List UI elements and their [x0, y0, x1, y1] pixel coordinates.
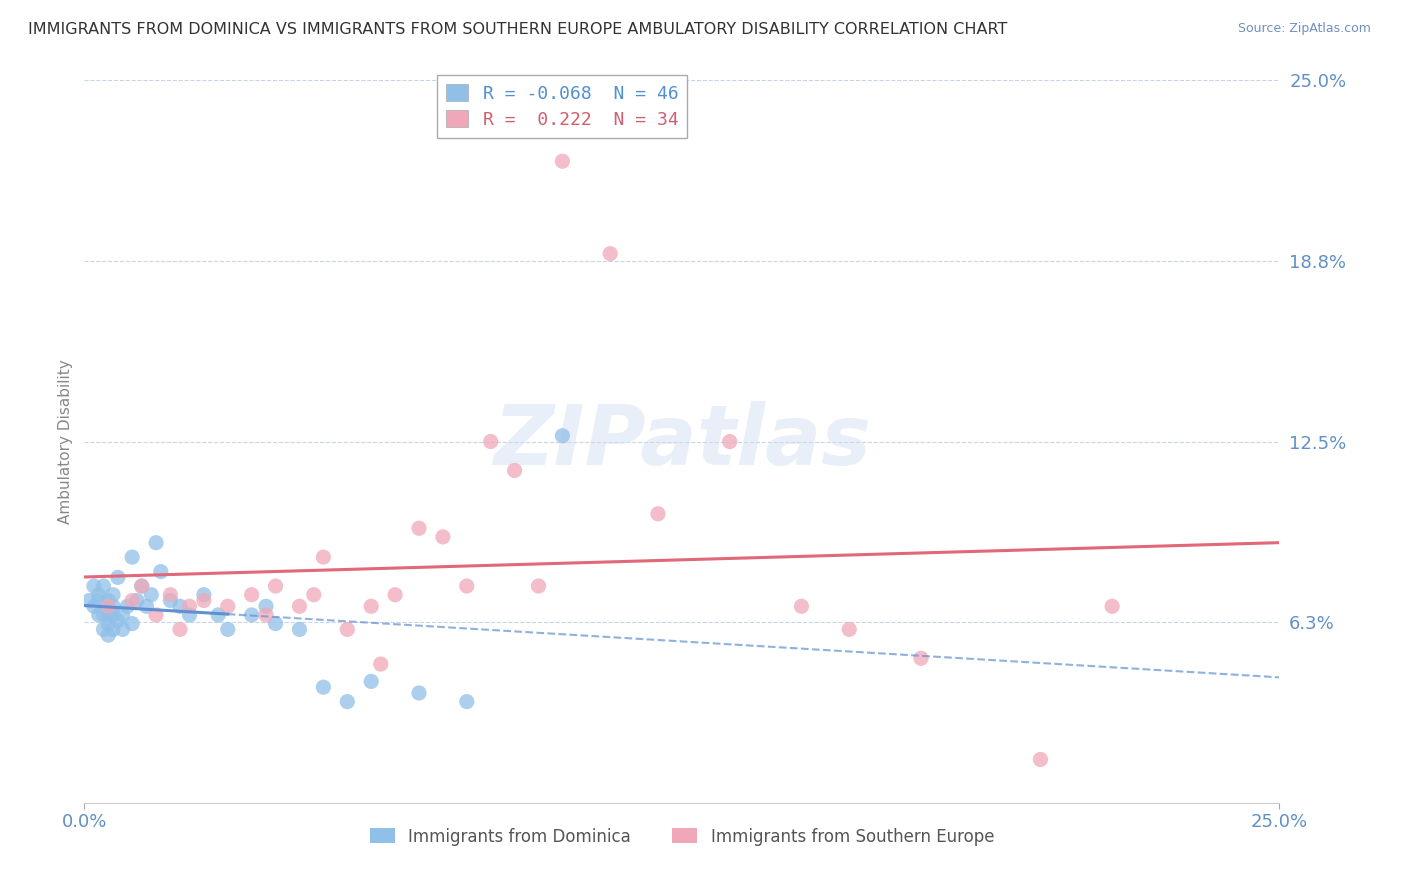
Point [551, 429, 574, 443]
Point [217, 623, 239, 637]
Point [408, 521, 430, 535]
Point [93, 623, 115, 637]
Point [254, 607, 277, 622]
Point [121, 550, 143, 565]
Y-axis label: Ambulatory Disability: Ambulatory Disability [58, 359, 73, 524]
Point [527, 579, 550, 593]
Point [336, 623, 359, 637]
Point [551, 154, 574, 169]
Text: ZIPatlas: ZIPatlas [494, 401, 870, 482]
Point [77, 593, 100, 607]
Point [101, 623, 124, 637]
Point [217, 599, 239, 614]
Point [169, 623, 191, 637]
Point [97, 628, 120, 642]
Point [93, 579, 115, 593]
Point [254, 599, 277, 614]
Point [264, 616, 287, 631]
Point [240, 607, 263, 622]
Point [179, 599, 201, 614]
Point [107, 614, 129, 628]
Point [111, 623, 134, 637]
Point [193, 593, 215, 607]
Point [360, 674, 382, 689]
Point [159, 593, 181, 607]
Point [370, 657, 392, 671]
Point [302, 588, 325, 602]
Point [101, 607, 124, 622]
Point [93, 607, 115, 622]
Point [312, 550, 335, 565]
Point [145, 535, 167, 549]
Point [83, 599, 105, 614]
Point [97, 607, 120, 622]
Point [125, 593, 148, 607]
Point [456, 695, 478, 709]
Point [240, 588, 263, 602]
Point [101, 599, 124, 614]
Point [149, 565, 172, 579]
Point [169, 599, 191, 614]
Point [135, 599, 157, 614]
Point [131, 579, 153, 593]
Point [97, 599, 120, 614]
Legend: Immigrants from Dominica, Immigrants from Southern Europe: Immigrants from Dominica, Immigrants fro… [363, 821, 1001, 852]
Point [360, 599, 382, 614]
Text: Source: ZipAtlas.com: Source: ZipAtlas.com [1237, 22, 1371, 36]
Point [159, 588, 181, 602]
Point [87, 593, 110, 607]
Point [121, 616, 143, 631]
Point [288, 599, 311, 614]
Point [838, 623, 860, 637]
Point [790, 599, 813, 614]
Point [87, 588, 110, 602]
Point [131, 579, 153, 593]
Point [718, 434, 741, 449]
Point [1029, 752, 1052, 766]
Text: IMMIGRANTS FROM DOMINICA VS IMMIGRANTS FROM SOUTHERN EUROPE AMBULATORY DISABILIT: IMMIGRANTS FROM DOMINICA VS IMMIGRANTS F… [28, 22, 1008, 37]
Point [479, 434, 502, 449]
Point [179, 607, 201, 622]
Point [111, 607, 134, 622]
Point [408, 686, 430, 700]
Point [456, 579, 478, 593]
Point [83, 579, 105, 593]
Point [264, 579, 287, 593]
Point [97, 593, 120, 607]
Point [121, 593, 143, 607]
Point [647, 507, 669, 521]
Point [599, 246, 621, 260]
Point [432, 530, 454, 544]
Point [384, 588, 406, 602]
Point [910, 651, 932, 665]
Point [503, 463, 526, 477]
Point [207, 607, 229, 622]
Point [101, 588, 124, 602]
Point [107, 570, 129, 584]
Point [312, 680, 335, 694]
Point [87, 607, 110, 622]
Point [1101, 599, 1123, 614]
Point [141, 588, 163, 602]
Point [97, 616, 120, 631]
Point [193, 588, 215, 602]
Point [117, 599, 139, 614]
Point [336, 695, 359, 709]
Point [288, 623, 311, 637]
Point [145, 607, 167, 622]
